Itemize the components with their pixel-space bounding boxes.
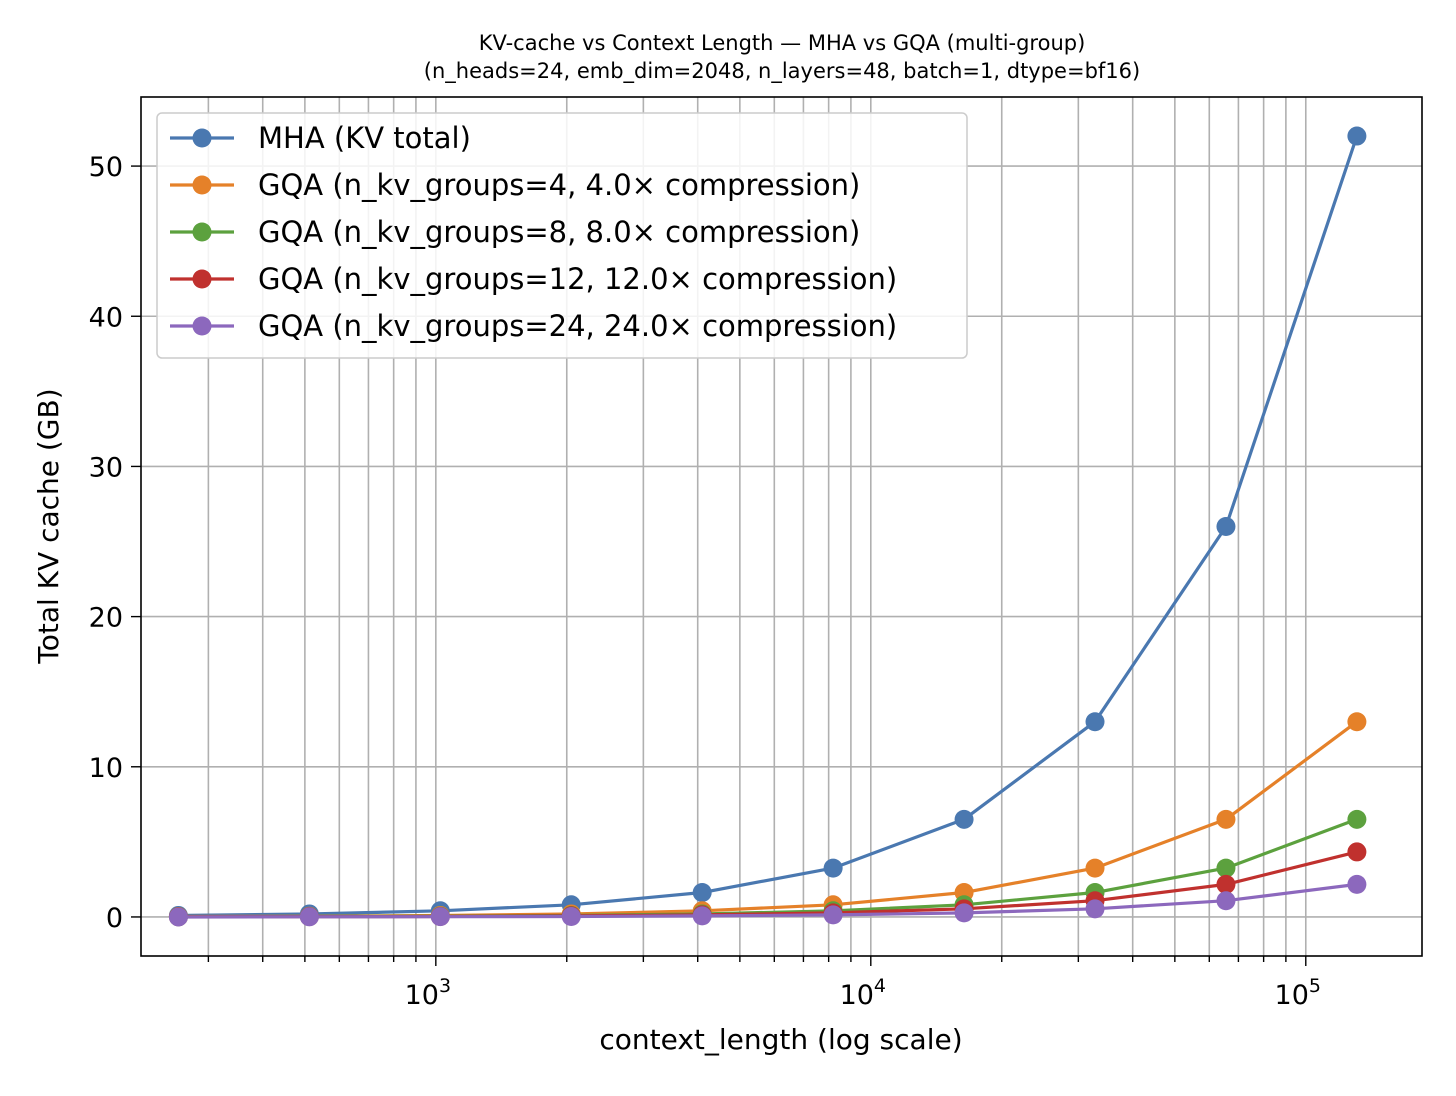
data-point xyxy=(954,903,974,923)
data-point xyxy=(1216,891,1236,911)
x-tick-label-exponent: 3 xyxy=(439,975,451,997)
data-point xyxy=(823,905,843,925)
x-tick-label-base: 10 xyxy=(405,980,439,1011)
x-tick-label-base: 10 xyxy=(840,980,874,1011)
data-point xyxy=(823,858,843,878)
series-line xyxy=(178,882,1358,919)
series-line xyxy=(178,135,1359,918)
y-tick-label: 50 xyxy=(89,152,123,183)
y-axis-label: Total KV cache (GB) xyxy=(32,388,65,664)
plot-frame xyxy=(140,96,1423,957)
legend-marker xyxy=(192,128,212,148)
x-tick-label-exponent: 5 xyxy=(1309,975,1321,997)
legend-marker xyxy=(192,222,212,242)
data-point xyxy=(954,809,974,829)
data-point xyxy=(1347,809,1367,829)
data-point xyxy=(561,907,581,927)
legend-box xyxy=(156,112,968,359)
data-point xyxy=(299,907,319,927)
y-tick-label: 0 xyxy=(106,903,123,934)
legend-marker xyxy=(192,269,212,289)
data-point xyxy=(1347,712,1367,732)
x-tick-label-base: 10 xyxy=(1275,980,1309,1011)
y-tick-label: 20 xyxy=(89,603,123,634)
x-axis-label: context_length (log scale) xyxy=(599,1023,962,1056)
chart-subtitle: (n_heads=24, emb_dim=2048, n_layers=48, … xyxy=(424,59,1140,84)
legend-entry: GQA (n_kv_groups=8, 8.0× compression) xyxy=(170,215,860,249)
data-point xyxy=(1347,874,1367,894)
legend-label: GQA (n_kv_groups=4, 4.0× compression) xyxy=(258,168,860,202)
chart-title: KV-cache vs Context Length — MHA vs GQA … xyxy=(479,31,1086,55)
data-point xyxy=(692,906,712,926)
data-point xyxy=(692,882,712,902)
legend: MHA (KV total) GQA (n_kv_groups=4, 4.0× c… xyxy=(156,112,968,359)
data-point xyxy=(168,907,188,927)
data-point xyxy=(1085,712,1105,732)
legend-marker xyxy=(192,175,212,195)
data-point xyxy=(1216,874,1236,894)
y-tick-label: 30 xyxy=(89,452,123,483)
legend-label: GQA (n_kv_groups=24, 24.0× compression) xyxy=(258,309,897,343)
legend-entry: MHA (KV total) xyxy=(170,121,471,155)
legend-entry: GQA (n_kv_groups=12, 12.0× compression) xyxy=(170,262,897,296)
legend-label: MHA (KV total) xyxy=(258,121,471,155)
series-4 xyxy=(168,874,1367,927)
data-point xyxy=(1085,899,1105,919)
x-tick-label-exponent: 4 xyxy=(874,975,886,997)
x-tick-label: 104 xyxy=(840,975,886,1011)
legend-label: GQA (n_kv_groups=12, 12.0× compression) xyxy=(258,262,897,296)
data-point xyxy=(1347,842,1367,862)
legend-entry: GQA (n_kv_groups=24, 24.0× compression) xyxy=(170,309,897,343)
data-point xyxy=(430,907,450,927)
y-tick-label: 10 xyxy=(89,753,123,784)
data-point xyxy=(1216,858,1236,878)
legend-entry: GQA (n_kv_groups=4, 4.0× compression) xyxy=(170,168,860,202)
legend-marker xyxy=(192,316,212,336)
data-point xyxy=(1347,126,1367,146)
legend-label: GQA (n_kv_groups=8, 8.0× compression) xyxy=(258,215,860,249)
data-point xyxy=(1216,517,1236,536)
data-point xyxy=(1085,858,1105,878)
x-tick-label: 103 xyxy=(405,975,451,1011)
x-tick-label: 105 xyxy=(1275,975,1321,1011)
data-point xyxy=(1216,809,1236,829)
y-tick-label: 40 xyxy=(89,302,123,333)
series-layer xyxy=(168,126,1367,927)
